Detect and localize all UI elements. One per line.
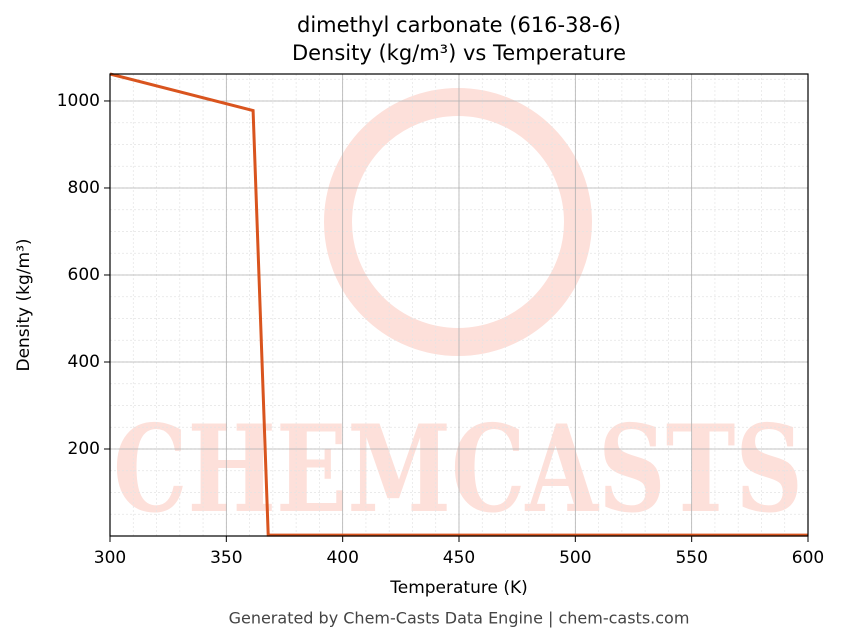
- x-tick-label: 500: [559, 548, 591, 568]
- y-tick-label: 200: [68, 439, 100, 459]
- footer: Generated by Chem-Casts Data Engine | ch…: [229, 609, 690, 628]
- watermark: CHEMCASTS: [113, 399, 803, 540]
- data-line: [109, 72, 808, 537]
- y-axis-label: Density (kg/m³): [14, 238, 34, 371]
- x-tick-label: 600: [792, 548, 824, 568]
- y-tick-label: 1000: [57, 91, 100, 111]
- y-tick-label: 400: [68, 352, 100, 372]
- y-tick-label: 800: [68, 178, 100, 198]
- x-tick-label: 350: [210, 548, 242, 568]
- chart-title: dimethyl carbonate (616-38-6): [297, 13, 621, 37]
- x-tick-label: 300: [94, 548, 126, 568]
- x-tick-label: 550: [675, 548, 707, 568]
- chart-subtitle: Density (kg/m³) vs Temperature: [292, 41, 626, 65]
- plot-frame: [109, 73, 809, 537]
- y-tick-label: 600: [68, 265, 100, 285]
- watermark-logo: [324, 88, 592, 356]
- x-tick-label: 400: [326, 548, 358, 568]
- x-tick-label: 450: [443, 548, 475, 568]
- x-axis-label: Temperature (K): [389, 578, 528, 598]
